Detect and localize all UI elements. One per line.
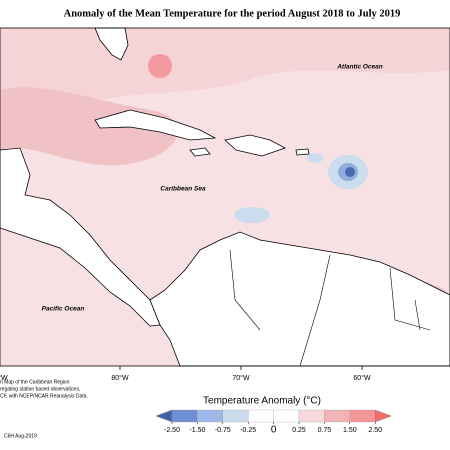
ocean-label: Pacific Ocean [42, 306, 85, 313]
longitude-label: 70°W [232, 374, 250, 382]
legend-title: Temperature Anomaly (°C) [203, 396, 321, 407]
colorbar-segment [222, 409, 249, 423]
colorbar-tick-label: 0 [271, 425, 277, 436]
colorbar-tick-label: 1.50 [343, 427, 357, 434]
note: regating station based observations, [0, 386, 80, 392]
borders [229, 249, 431, 367]
colorbar-segment [197, 409, 223, 423]
colorbar-segment [349, 409, 376, 423]
note: C6H Aug-2019 [4, 433, 37, 439]
colorbar-segment [248, 409, 274, 423]
land [189, 147, 211, 157]
title: Anomaly of the Mean Temperature for the … [64, 8, 401, 19]
note: CF, with NCEP/NCAR Reanalysis Data. [0, 393, 88, 399]
anomaly-area [148, 54, 172, 78]
land [224, 134, 286, 157]
map-frame [0, 27, 450, 367]
land [94, 109, 217, 141]
colorbar-tick-label: -1.50 [189, 427, 205, 434]
anomaly-area [345, 167, 355, 177]
longitude-label: 90°W [0, 374, 8, 382]
colorbar-tick-label: -0.25 [240, 427, 256, 434]
colorbar-segment [273, 409, 300, 423]
colorbar-tick-label: 2.50 [368, 427, 382, 434]
anomaly-area [0, 87, 179, 166]
colorbar-tick-label: 0.25 [292, 427, 306, 434]
colorbar-segment [171, 409, 198, 423]
colorbar-extension [155, 409, 173, 423]
colorbar-extension [375, 409, 392, 423]
land [295, 148, 310, 156]
colorbar-segment [298, 409, 325, 423]
map: Atlantic Ocean Caribbean Sea Pacific Oce… [0, 27, 450, 367]
sea-label: Caribbean Sea [160, 186, 206, 193]
ocean-label: Atlantic Ocean [336, 64, 383, 71]
longitude-label: 60°W [353, 374, 371, 382]
note: n Map of the Caribbean Region [0, 379, 70, 385]
colorbar-tick-label: -2.50 [164, 427, 180, 434]
anomaly-area [307, 153, 323, 163]
anomaly-area [234, 207, 270, 223]
notes: n Map of the Caribbean Region regating s… [0, 379, 88, 439]
longitude-label: 80°W [111, 374, 129, 382]
colorbar-tick-label: 0.75 [318, 427, 332, 434]
colorbar-segment [324, 409, 350, 423]
colorbar-tick-label: -0.75 [215, 427, 231, 434]
